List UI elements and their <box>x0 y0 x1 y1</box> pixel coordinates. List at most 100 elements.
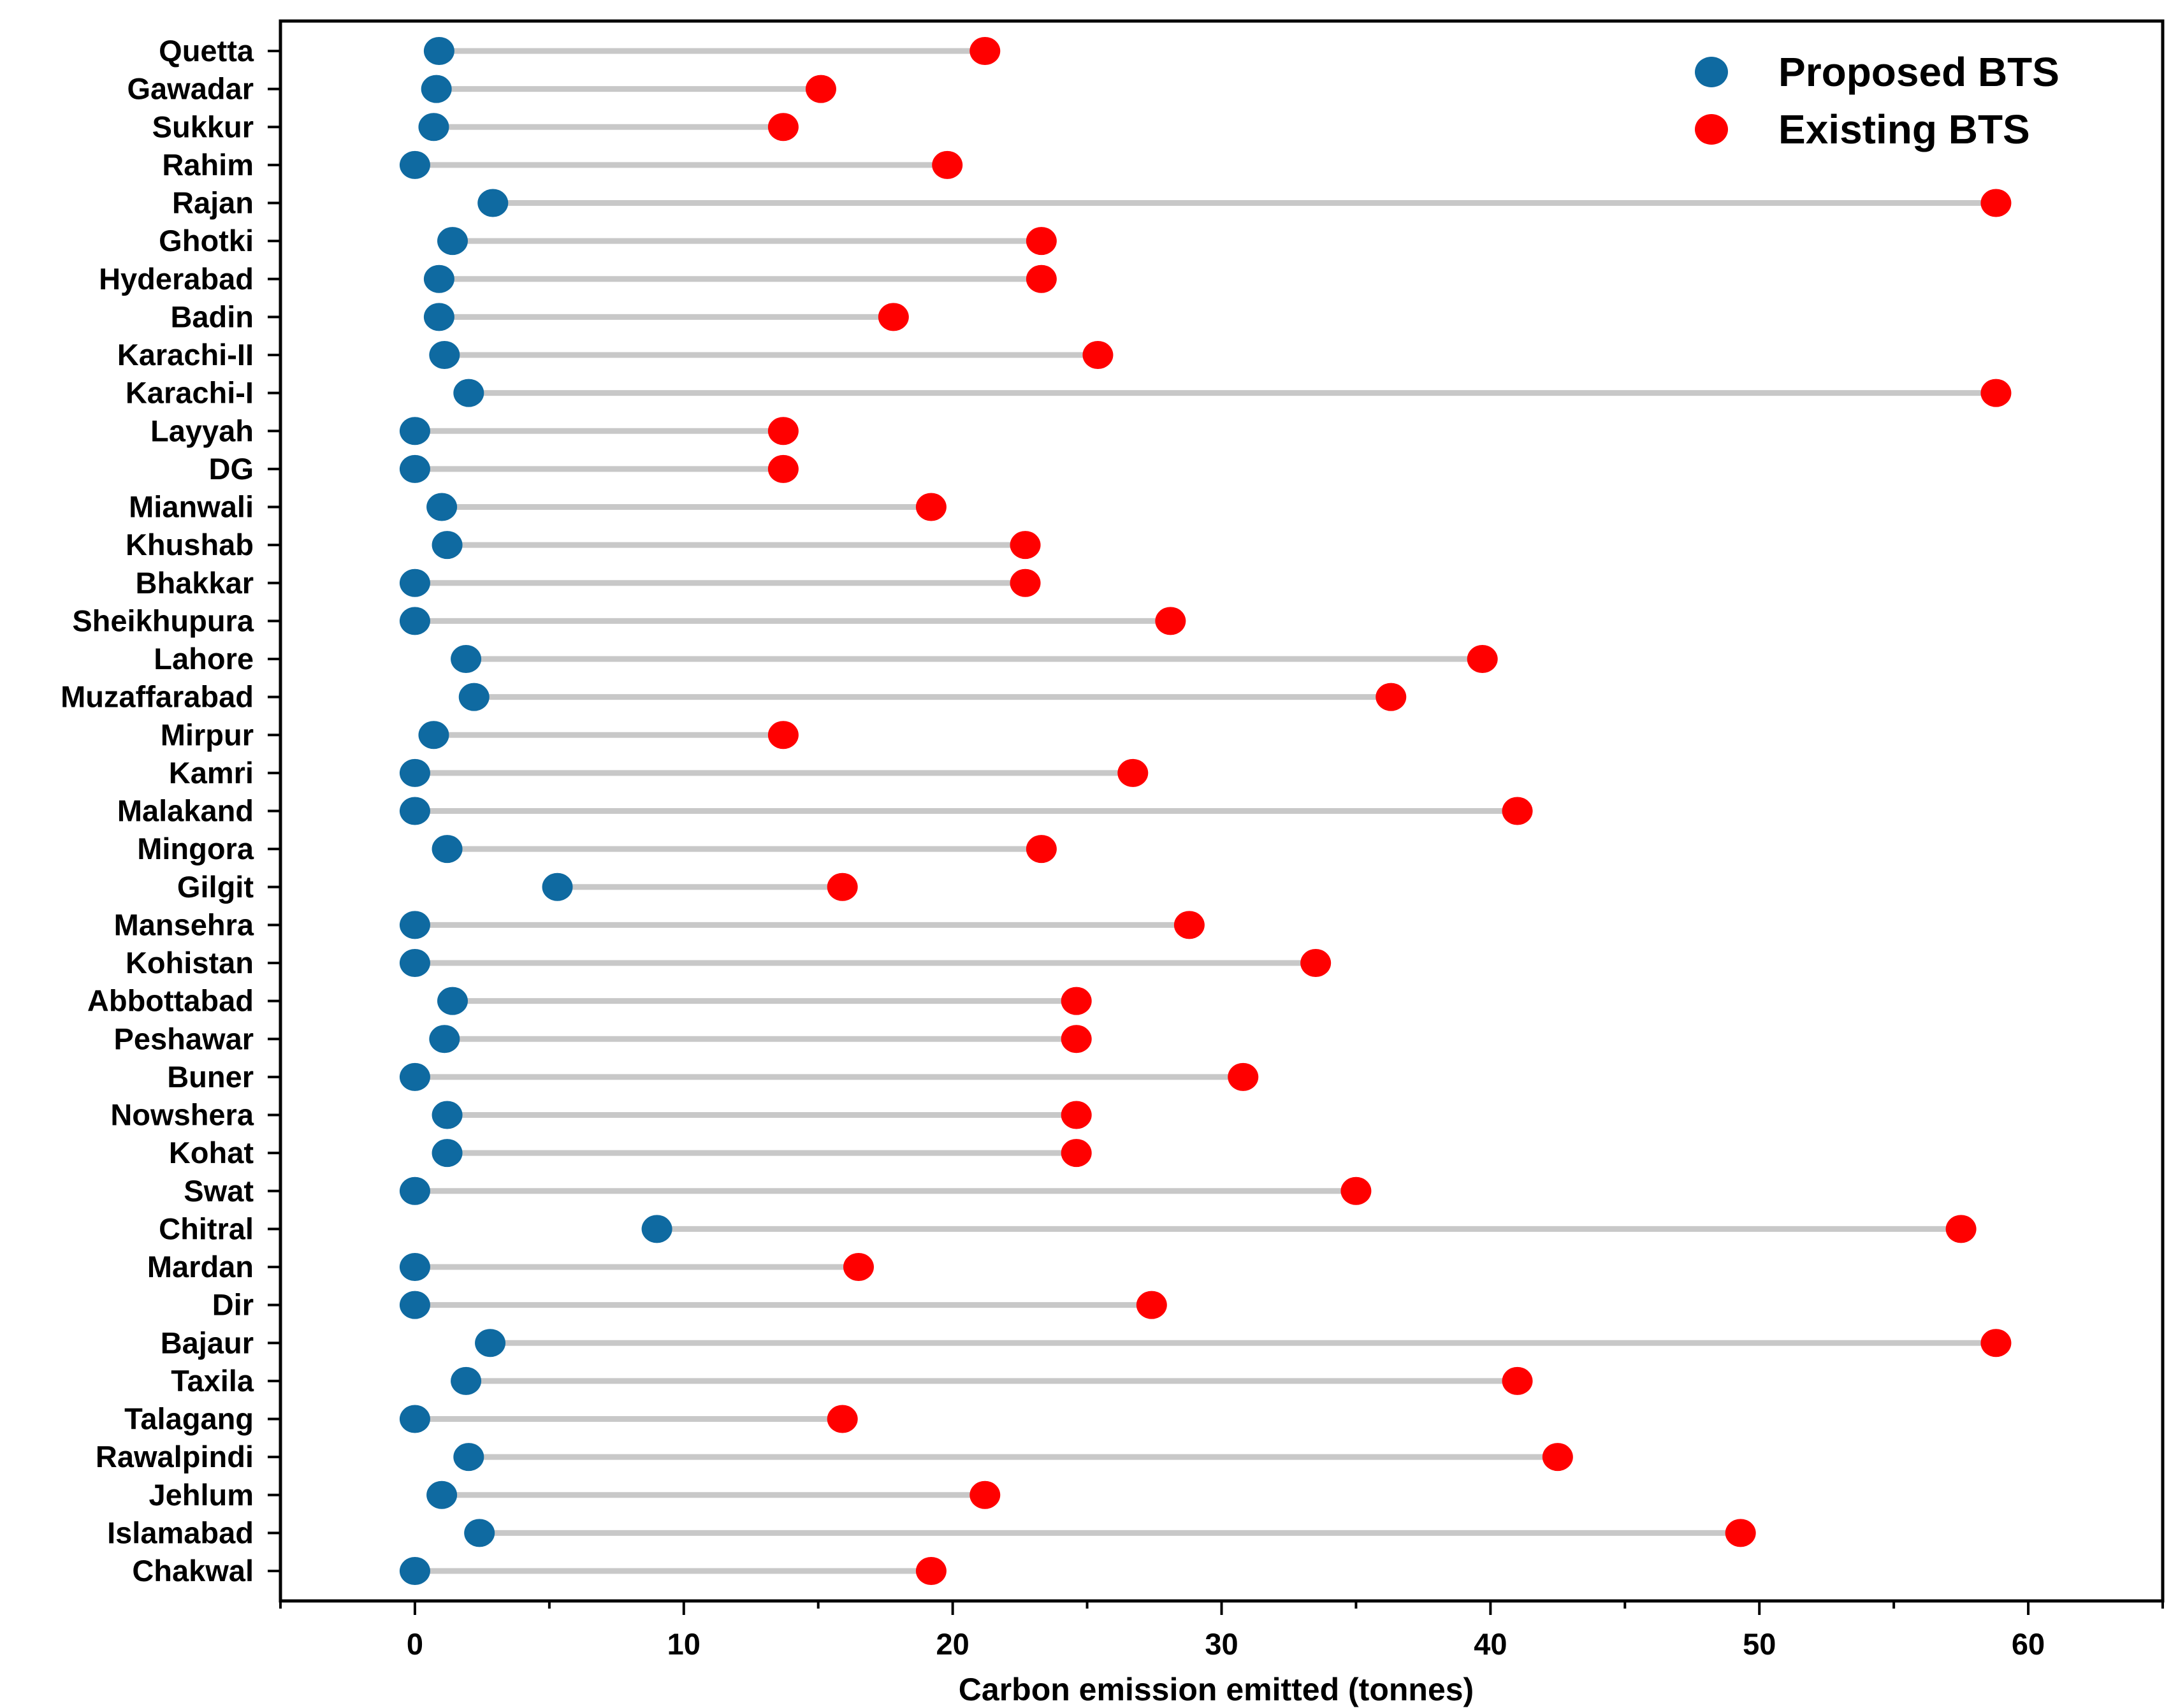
existing-bts-point <box>767 454 799 483</box>
proposed-bts-point <box>429 341 460 369</box>
x-tick-label: 50 <box>1743 1627 1776 1661</box>
proposed-bts-point <box>399 758 430 787</box>
existing-bts-point <box>1340 1176 1372 1205</box>
proposed-bts-point <box>399 568 430 597</box>
x-tick-label: 60 <box>2012 1627 2045 1661</box>
proposed-bts-point <box>458 683 490 711</box>
y-tick-label: DG <box>209 452 254 486</box>
y-tick-label: Swat <box>184 1174 254 1208</box>
existing-bts-point <box>1725 1519 1756 1547</box>
y-tick-label: Karachi-I <box>126 376 254 410</box>
existing-bts-point <box>1945 1215 1977 1243</box>
proposed-bts-point <box>451 1366 482 1395</box>
proposed-bts-point <box>432 531 463 560</box>
existing-bts-point <box>767 417 799 445</box>
existing-bts-point <box>1980 189 2012 217</box>
existing-bts-point <box>1061 1139 1092 1168</box>
existing-bts-point <box>827 1405 858 1433</box>
proposed-bts-point <box>399 1176 430 1205</box>
proposed-bts-point <box>421 75 452 103</box>
existing-bts-point <box>1010 531 1041 560</box>
existing-bts-point <box>1980 379 2012 407</box>
x-tick-label: 40 <box>1474 1627 1507 1661</box>
proposed-bts-point <box>418 113 449 141</box>
y-tick-label: Hyderabad <box>99 262 254 296</box>
proposed-bts-point <box>426 1480 458 1509</box>
x-axis: 0 10 20 30 40 50 60 <box>279 1601 2164 1661</box>
proposed-bts-point <box>432 1101 463 1129</box>
y-tick-label: Mardan <box>147 1250 254 1284</box>
y-tick-label: Taxila <box>171 1364 254 1398</box>
proposed-bts-point <box>429 1025 460 1053</box>
y-tick-label: Badin <box>170 300 254 333</box>
existing-bts-point <box>1061 987 1092 1015</box>
existing-bts-point <box>1026 264 1057 293</box>
y-tick-label: Kohistan <box>126 946 254 980</box>
existing-bts-point <box>1228 1062 1259 1091</box>
y-axis: Quetta Gawadar Sukkur Rahim Rajan Ghotki Hyder… <box>61 34 280 1588</box>
legend-marker-proposed <box>1695 57 1728 87</box>
y-tick-label: Rawalpindi <box>96 1440 254 1473</box>
proposed-bts-point <box>418 721 449 749</box>
y-tick-label: Chitral <box>159 1212 254 1245</box>
y-tick-label: Rajan <box>172 186 254 220</box>
proposed-bts-point <box>399 454 430 483</box>
existing-bts-point <box>767 721 799 749</box>
y-tick-label: Chakwal <box>132 1554 254 1588</box>
existing-bts-point <box>1026 835 1057 864</box>
y-tick-label: Mansehra <box>114 908 254 941</box>
existing-bts-point <box>932 150 963 179</box>
x-tick-label: 20 <box>936 1627 969 1661</box>
proposed-bts-point <box>399 911 430 939</box>
existing-bts-point <box>969 1480 1001 1509</box>
existing-bts-point <box>1542 1443 1573 1472</box>
existing-bts-point <box>1980 1329 2012 1357</box>
y-tick-label: Mirpur <box>161 718 254 751</box>
proposed-bts-point <box>641 1215 672 1243</box>
y-tick-label: Sheikhupura <box>72 604 254 637</box>
existing-bts-point <box>878 303 909 331</box>
existing-bts-point <box>827 872 858 901</box>
existing-bts-point <box>1136 1291 1167 1319</box>
y-tick-label: Talagang <box>124 1402 254 1436</box>
y-tick-label: Sukkur <box>152 110 254 143</box>
proposed-bts-point <box>423 264 454 293</box>
proposed-bts-point <box>542 872 573 901</box>
legend: Proposed BTS Existing BTS <box>1695 49 2059 152</box>
y-tick-label: Bhakkar <box>136 566 254 600</box>
existing-bts-point <box>1502 1366 1533 1395</box>
y-tick-label: Quetta <box>159 34 254 68</box>
proposed-bts-point <box>475 1329 506 1357</box>
proposed-bts-point <box>453 379 484 407</box>
existing-bts-point <box>1061 1025 1092 1053</box>
y-tick-label: Karachi-II <box>117 338 254 372</box>
proposed-bts-point <box>399 150 430 179</box>
y-tick-label: Bajaur <box>161 1326 254 1359</box>
existing-bts-point <box>1082 341 1114 369</box>
connector-lines <box>414 48 1996 1574</box>
x-tick-label: 10 <box>667 1627 701 1661</box>
proposed-bts-point <box>399 797 430 825</box>
legend-marker-existing <box>1695 114 1728 145</box>
y-tick-label: Ghotki <box>159 224 254 257</box>
y-tick-label: Muzaffarabad <box>61 680 254 714</box>
proposed-bts-point <box>423 37 454 65</box>
y-tick-label: Jehlum <box>149 1478 254 1512</box>
y-tick-label: Islamabad <box>107 1516 254 1549</box>
proposed-bts-point <box>432 1139 463 1168</box>
proposed-bts-point <box>399 1062 430 1091</box>
proposed-bts-point <box>453 1443 484 1472</box>
proposed-bts-point <box>423 303 454 331</box>
proposed-bts-point <box>399 949 430 977</box>
y-tick-label: Gilgit <box>177 870 254 904</box>
data-points <box>399 37 2012 1585</box>
existing-bts-point <box>1010 568 1041 597</box>
existing-bts-point <box>1467 645 1498 673</box>
proposed-bts-point <box>451 645 482 673</box>
y-tick-label: Layyah <box>150 414 254 447</box>
legend-label-proposed: Proposed BTS <box>1778 49 2059 95</box>
y-tick-label: Mianwali <box>129 490 254 524</box>
proposed-bts-point <box>399 1405 430 1433</box>
proposed-bts-point <box>399 1253 430 1281</box>
